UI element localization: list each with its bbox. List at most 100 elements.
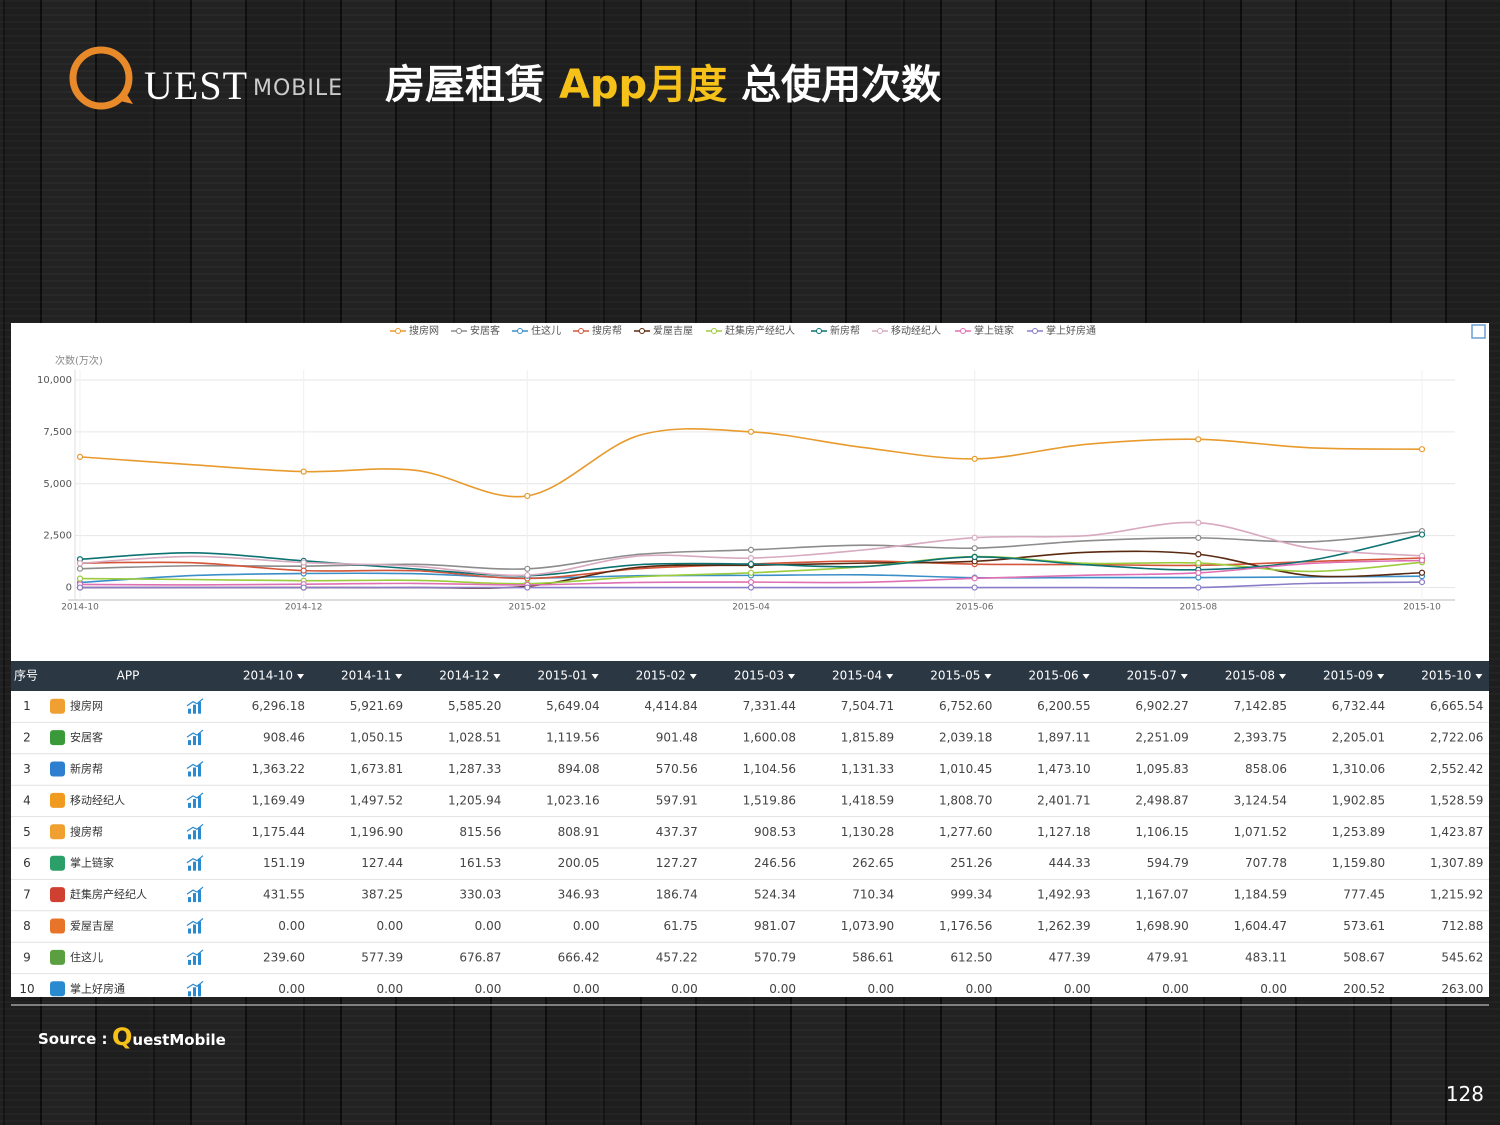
table-cell: 0.00 bbox=[475, 982, 502, 996]
trend-icon[interactable] bbox=[186, 949, 204, 965]
sort-icon[interactable] bbox=[886, 674, 894, 679]
row-index: 5 bbox=[23, 825, 31, 839]
sort-icon[interactable] bbox=[591, 674, 599, 679]
sort-icon[interactable] bbox=[1180, 674, 1188, 679]
legend-label: 安居客 bbox=[470, 324, 500, 337]
sort-icon[interactable] bbox=[984, 674, 992, 679]
trend-icon-bar bbox=[193, 893, 196, 903]
table-cell: 981.07 bbox=[754, 919, 796, 933]
trend-icon[interactable] bbox=[186, 729, 204, 746]
trend-icon[interactable] bbox=[186, 792, 204, 808]
point bbox=[971, 534, 978, 541]
sort-icon[interactable] bbox=[493, 674, 501, 679]
logo-tail bbox=[116, 90, 133, 104]
table-cell: 545.62 bbox=[1441, 950, 1483, 964]
legend-item[interactable]: 赶集房产经纪人 bbox=[706, 324, 795, 337]
trend-icon-bar bbox=[198, 890, 201, 903]
trend-icon-bar bbox=[198, 984, 201, 997]
table-cell: 387.25 bbox=[361, 888, 403, 902]
table-cell: 1,073.90 bbox=[841, 919, 894, 933]
y-tick-label: 2,500 bbox=[43, 531, 72, 542]
sort-icon[interactable] bbox=[1279, 674, 1286, 679]
save-icon[interactable] bbox=[1471, 324, 1486, 339]
table-cell: 7,142.85 bbox=[1234, 699, 1287, 713]
table-cell: 1,131.33 bbox=[841, 762, 894, 776]
table-header-cell: 2015-10 bbox=[1421, 669, 1471, 683]
sort-icon[interactable] bbox=[689, 674, 697, 679]
table-cell: 612.50 bbox=[950, 950, 992, 964]
legend-label: 搜房网 bbox=[409, 324, 439, 337]
app-icon bbox=[50, 918, 65, 934]
table-cell: 200.52 bbox=[1343, 982, 1385, 996]
legend-item[interactable]: 搜房网 bbox=[390, 324, 439, 337]
sort-icon[interactable] bbox=[1082, 674, 1090, 679]
sort-icon[interactable] bbox=[788, 674, 795, 679]
table-cell: 61.75 bbox=[663, 919, 697, 933]
table-header-cell: 2015-03 bbox=[734, 669, 784, 683]
trend-icon-bar bbox=[188, 708, 191, 714]
table-cell: 2,401.71 bbox=[1037, 793, 1090, 807]
table-cell: 1,262.39 bbox=[1037, 919, 1090, 933]
table-cell: 2,393.75 bbox=[1234, 731, 1287, 745]
table-cell: 1,119.56 bbox=[546, 731, 599, 745]
table-cell: 431.55 bbox=[263, 888, 305, 902]
trend-icon[interactable] bbox=[186, 980, 204, 997]
trend-icon-line bbox=[186, 698, 204, 707]
table-cell: 5,649.04 bbox=[546, 699, 599, 713]
table-cell: 479.91 bbox=[1147, 950, 1189, 964]
table-cell: 6,902.27 bbox=[1135, 699, 1188, 713]
x-tick-label: 2015-10 bbox=[1403, 603, 1441, 613]
point bbox=[1195, 534, 1202, 541]
table-cell: 1,010.45 bbox=[939, 762, 992, 776]
table-cell: 6,732.44 bbox=[1332, 699, 1385, 713]
page-title: 房屋租赁 App月度 总使用次数 bbox=[385, 52, 941, 110]
table-header bbox=[11, 661, 1489, 691]
legend-marker bbox=[711, 328, 717, 334]
table-cell: 666.42 bbox=[558, 950, 600, 964]
legend-label: 移动经纪人 bbox=[891, 324, 941, 337]
table-cell: 570.79 bbox=[754, 950, 796, 964]
legend-label: 赶集房产经纪人 bbox=[725, 324, 795, 337]
y-axis-title: 次数(万次) bbox=[55, 354, 103, 367]
trend-icon[interactable] bbox=[186, 823, 204, 840]
table-header-cell: 2015-01 bbox=[537, 669, 587, 683]
sort-icon[interactable] bbox=[1377, 674, 1385, 679]
trend-icon-line bbox=[186, 761, 204, 769]
table-header-cell: 2015-09 bbox=[1323, 669, 1373, 683]
table-cell: 6,200.55 bbox=[1037, 699, 1090, 713]
legend-item[interactable]: 安居客 bbox=[451, 324, 500, 337]
table-cell: 457.22 bbox=[656, 950, 698, 964]
sort-icon[interactable] bbox=[1475, 674, 1483, 679]
legend-item[interactable]: 住这儿 bbox=[512, 324, 561, 337]
trend-icon[interactable] bbox=[186, 886, 204, 903]
legend-item[interactable]: 新房帮 bbox=[811, 324, 860, 337]
legend-label: 爱屋吉屋 bbox=[653, 324, 693, 337]
sort-icon[interactable] bbox=[297, 674, 304, 679]
legend-item[interactable]: 移动经纪人 bbox=[872, 324, 941, 337]
app-icon bbox=[50, 981, 65, 997]
legend-item[interactable]: 掌上链家 bbox=[955, 324, 1014, 337]
trend-icon[interactable] bbox=[186, 761, 204, 777]
table-cell: 239.60 bbox=[263, 950, 305, 964]
legend-marker bbox=[816, 328, 822, 334]
app-icon bbox=[50, 730, 65, 746]
legend-item[interactable]: 掌上好房通 bbox=[1027, 324, 1096, 337]
trend-icon-bar bbox=[188, 897, 191, 903]
trend-icon-bar bbox=[193, 704, 196, 714]
table-cell: 4,414.84 bbox=[644, 699, 697, 713]
trend-icon[interactable] bbox=[186, 918, 204, 934]
trend-icon[interactable] bbox=[186, 855, 204, 871]
trend-icon-bar bbox=[193, 736, 196, 746]
legend-item[interactable]: 爱屋吉屋 bbox=[634, 324, 693, 337]
table-cell: 6,752.60 bbox=[939, 699, 992, 713]
trend-icon[interactable] bbox=[186, 698, 204, 714]
table-cell: 0.00 bbox=[1260, 982, 1287, 996]
table-cell: 1,897.11 bbox=[1037, 731, 1090, 745]
table-cell: 2,039.18 bbox=[939, 731, 992, 745]
table-cell: 1,698.90 bbox=[1135, 919, 1188, 933]
legend-item[interactable]: 搜房帮 bbox=[573, 324, 622, 337]
trend-icon-bar bbox=[198, 764, 201, 777]
sort-icon[interactable] bbox=[395, 674, 403, 679]
app-name: 掌上好房通 bbox=[70, 981, 125, 995]
point bbox=[300, 567, 307, 574]
